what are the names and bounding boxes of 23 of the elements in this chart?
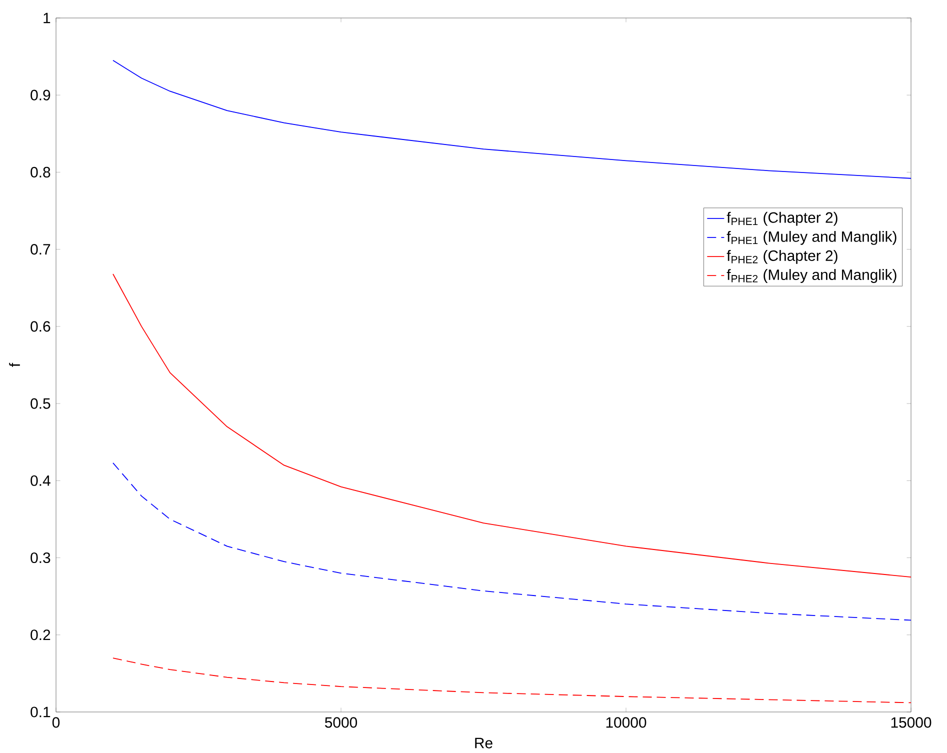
x-tick-label: 15000 — [891, 717, 932, 728]
y-axis-title: f — [9, 362, 20, 367]
x-tick-label: 0 — [52, 717, 60, 728]
y-tick-label: 0.8 — [30, 166, 50, 178]
legend-label: f$_{PHE1}$ (Muley and Manglik) — [726, 230, 896, 245]
y-tick-label: 0.4 — [30, 475, 50, 486]
x-tick-label: 5000 — [324, 717, 358, 728]
y-tick-label: 0.7 — [30, 244, 50, 254]
line-series — [112, 462, 912, 621]
y-tick-label: 1 — [44, 12, 50, 23]
legend-label: f$_{PHE1}$ (Chapter 2) — [726, 212, 838, 226]
y-tick-label: 0.6 — [30, 320, 50, 332]
y-tick-label: 0.5 — [30, 398, 50, 409]
line-series — [112, 657, 912, 704]
y-tick-label: 0.1 — [30, 706, 50, 718]
y-tick-label: 0.3 — [30, 552, 50, 563]
legend-label: f$_{PHE2}$ (Chapter 2) — [726, 250, 838, 264]
y-tick-label: 0.9 — [30, 90, 50, 100]
x-axis-title: Re — [475, 738, 492, 748]
y-tick-label: 0.2 — [30, 629, 50, 640]
line-series — [112, 60, 912, 179]
legend-label: f$_{PHE2}$ (Muley and Manglik) — [726, 268, 896, 283]
x-tick-label: 10000 — [606, 717, 646, 728]
